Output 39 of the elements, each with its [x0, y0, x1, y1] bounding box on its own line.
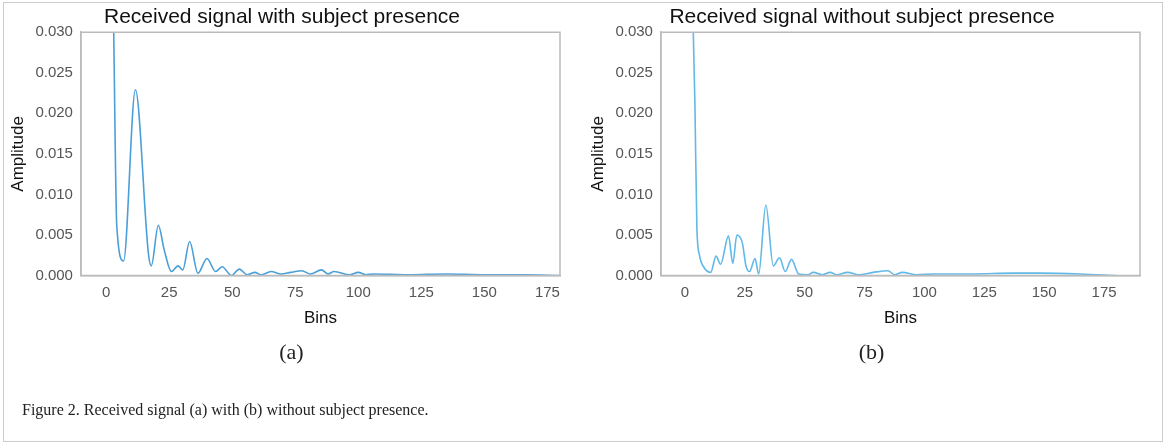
y-tick-label: 0.005 [615, 225, 653, 243]
x-tick-label: 175 [534, 282, 560, 300]
x-tick-label: 175 [1091, 282, 1117, 300]
x-axis-title: Bins [883, 308, 918, 328]
x-tick-label: 150 [1031, 282, 1057, 300]
y-tick-label: 0.030 [615, 22, 653, 40]
x-tick-label: 100 [345, 282, 371, 300]
text: (a) [278, 339, 305, 365]
y-tick-label: 0.010 [35, 184, 73, 202]
x-tick-label: 150 [471, 282, 497, 300]
y-axis-title: Amplitude [587, 116, 607, 192]
x-tick-label: 50 [223, 282, 241, 300]
x-tick-label: 0 [680, 282, 690, 300]
y-tick-label: 0.025 [615, 62, 653, 80]
y-tick-label: 0.010 [615, 184, 653, 202]
y-axis-title: Amplitude [7, 116, 27, 192]
y-tick-label: 0.030 [35, 22, 73, 40]
x-tick-label: 125 [971, 282, 997, 300]
x-tick-label: 0 [101, 282, 111, 300]
x-tick-label: 75 [286, 282, 304, 300]
x-tick-label: 25 [160, 282, 178, 300]
caption: Figure 2. Received signal (a) with (b) without subject presence. [22, 401, 429, 419]
x-tick-label: 75 [856, 282, 873, 300]
chart-title: Received signal with subject presence [103, 4, 461, 28]
y-tick-label: 0.005 [35, 225, 73, 243]
x-tick-label: 125 [408, 282, 434, 300]
y-tick-label: 0.015 [35, 144, 73, 162]
chart-title: Received signal without subject presence [669, 4, 1055, 28]
x-axis-title: Bins [303, 308, 338, 328]
text: (b) [857, 339, 886, 365]
y-tick-label: 0.020 [35, 103, 73, 121]
x-tick-label: 50 [796, 282, 813, 300]
y-tick-label: 0.000 [615, 265, 653, 283]
y-tick-label: 0.020 [615, 103, 653, 121]
x-tick-label: 25 [736, 282, 754, 300]
y-tick-label: 0.000 [35, 265, 73, 283]
x-tick-label: 100 [911, 282, 937, 300]
y-tick-label: 0.025 [35, 62, 73, 80]
y-tick-label: 0.015 [615, 144, 653, 162]
